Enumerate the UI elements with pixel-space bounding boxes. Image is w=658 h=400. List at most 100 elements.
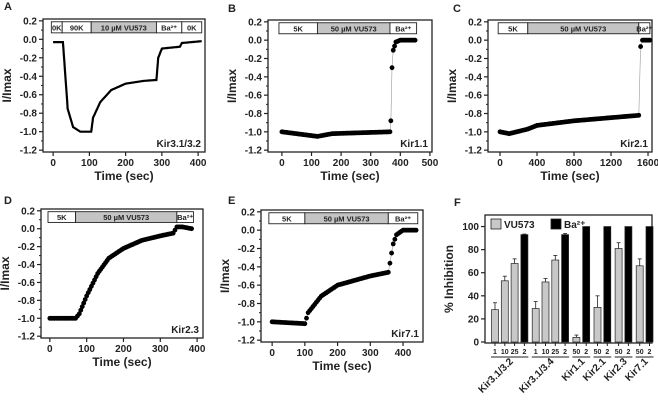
legend-swatch: [490, 218, 502, 230]
bar: [541, 281, 550, 343]
bar: [500, 280, 509, 343]
y-tick-label: -0.6: [20, 90, 38, 101]
data-point: [647, 37, 653, 43]
data-point: [392, 43, 397, 49]
x-tick-label: 400: [190, 158, 207, 169]
data-point: [387, 129, 393, 135]
x-tick-label: 400: [395, 348, 412, 359]
stimulus-label: 5K: [293, 24, 303, 33]
x-tick-label: 100: [78, 344, 95, 355]
trace-connector: [281, 39, 416, 137]
bar: [510, 263, 519, 343]
channel-label: Kir1.1: [400, 139, 428, 150]
y-tick-label: 0.2: [241, 207, 255, 218]
group-label: Kir3.1/3.4: [517, 356, 557, 396]
x-tick-label: 500: [422, 158, 439, 169]
panel-d: D I/Imax 0.2 0.0 -0.2 -0.4 -0.6 -0.8 -1.0 -1.2 0 10…: [0, 195, 206, 369]
y-tick-label: 20: [468, 314, 480, 325]
stimulus-label: 0K: [52, 23, 62, 32]
x-axis-label: Time (sec): [92, 355, 151, 369]
channel-label: Kir2.1: [620, 139, 648, 150]
stimulus-label: 5K: [282, 214, 292, 223]
y-tick-label: -0.4: [245, 72, 263, 83]
y-tick-label: -0.8: [245, 109, 263, 120]
x-tick-label: 400: [189, 344, 206, 355]
bar: [635, 265, 644, 343]
y-axis-label: I/Imax: [0, 256, 12, 290]
legend-swatch: [550, 218, 562, 230]
y-tick-label: 0.0: [23, 35, 37, 46]
bar: [491, 309, 499, 343]
trace-connector: [49, 226, 192, 319]
stimulus-label: Ba²⁺: [636, 24, 652, 33]
concentration-label: 25: [511, 349, 519, 356]
concentration-label: 2: [648, 349, 652, 356]
x-tick-label: 1600: [637, 158, 658, 169]
x-axis-label: Time (sec): [320, 169, 379, 183]
concentration-label: 1: [493, 349, 497, 356]
x-axis-label: Time (sec): [94, 169, 153, 183]
x-tick-label: 100: [303, 158, 320, 169]
x-tick-label: 400: [392, 158, 409, 169]
data-point: [387, 260, 393, 266]
data-point: [390, 47, 396, 53]
y-tick-label: 60: [468, 268, 480, 279]
stimulus-segment: [389, 22, 418, 35]
data-point: [389, 250, 394, 256]
y-tick-label: 0.0: [241, 226, 255, 237]
bar: [603, 226, 612, 343]
x-tick-label: 200: [115, 344, 132, 355]
stimulus-label: 10 µM VU573: [101, 23, 147, 32]
panel-letter: C: [453, 3, 461, 15]
x-tick-label: 0: [269, 348, 275, 359]
stimulus-label: 0K: [187, 23, 197, 32]
concentration-label: 50: [594, 349, 602, 356]
stimulus-segment: [638, 22, 651, 35]
y-tick-label: 0.0: [21, 224, 35, 235]
y-tick-label: -1.0: [238, 317, 256, 328]
legend-label: VU573: [504, 220, 535, 231]
panel-letter: F: [454, 197, 461, 209]
y-tick-label: -1.0: [20, 127, 38, 138]
y-tick-label: -0.4: [20, 72, 38, 83]
stimulus-label: Ba²⁺: [177, 213, 193, 222]
data-point: [392, 236, 398, 242]
bar: [624, 226, 633, 343]
bar: [531, 308, 540, 343]
bar: [572, 337, 581, 343]
panel-letter: B: [228, 3, 236, 15]
data-point: [638, 44, 644, 49]
panel-a: A I/Imax 0.2 0.0 -0.2 -0.4 -0.6 -0.8 -1.0 -1.2 0 10…: [0, 1, 207, 183]
y-tick-label: -0.6: [245, 91, 263, 102]
stimulus-label: 50 µM VU573: [103, 213, 149, 222]
y-tick-label: -1.2: [18, 332, 36, 343]
stimulus-label: Ba²⁺: [161, 23, 177, 32]
x-tick-label: 400: [529, 158, 546, 169]
y-tick-label: -0.6: [18, 278, 36, 289]
panel-letter: D: [4, 195, 12, 207]
stimulus-label: Ba²⁺: [395, 24, 411, 33]
bar: [614, 248, 623, 343]
stimulus-label: 90K: [70, 23, 84, 32]
y-tick-label: -1.2: [238, 336, 256, 347]
panel-letter: A: [4, 1, 12, 13]
concentration-label: 2: [584, 349, 588, 356]
concentration-label: 2: [605, 349, 609, 356]
x-tick-label: 0: [47, 344, 53, 355]
y-tick-label: -1.2: [465, 146, 483, 157]
y-tick-label: 40: [468, 291, 480, 302]
stimulus-label: 5K: [57, 213, 67, 222]
data-point: [304, 315, 309, 321]
concentration-label: 50: [636, 349, 644, 356]
y-tick-label: 0.2: [468, 17, 482, 28]
y-tick-label: 0.0: [248, 36, 262, 47]
y-tick-label: -0.8: [465, 109, 483, 120]
data-point: [302, 321, 308, 327]
current-trace: [53, 40, 202, 133]
y-tick-label: -0.4: [18, 260, 36, 271]
x-tick-label: 300: [152, 344, 169, 355]
y-tick-label: 0: [473, 338, 479, 349]
legend-label: Ba²⁺: [564, 220, 585, 231]
panel-letter: E: [228, 195, 235, 207]
